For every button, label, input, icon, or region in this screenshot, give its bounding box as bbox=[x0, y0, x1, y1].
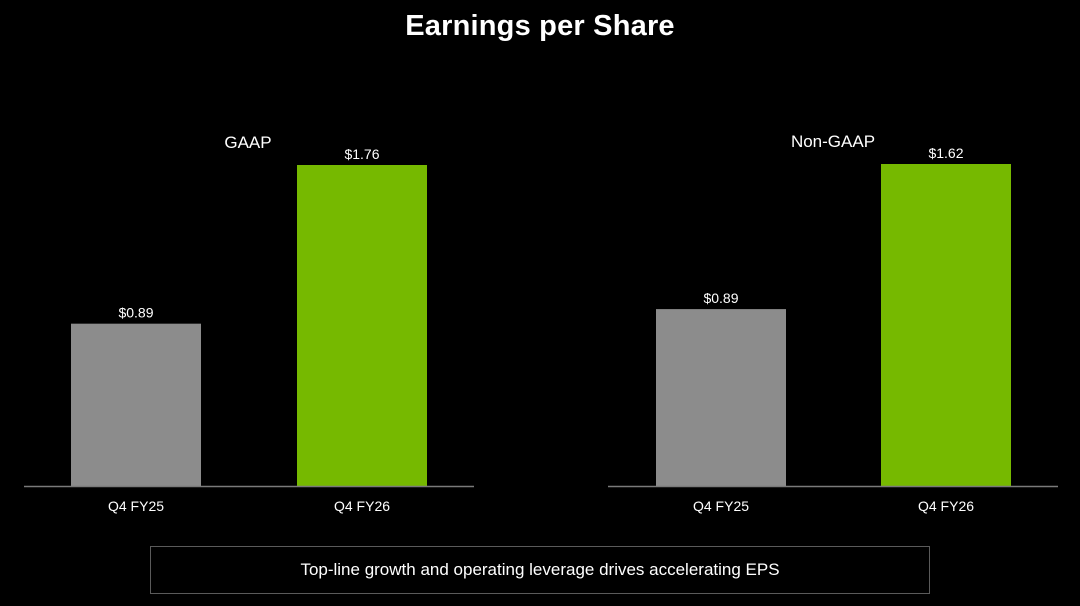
eps-charts: GAAP $0.89 Q4 FY25 $1.76 Q4 FY26 Non-GAAP $0.… bbox=[24, 132, 1058, 514]
bar-q4-fy26 bbox=[297, 165, 427, 486]
data-label: $1.76 bbox=[344, 146, 379, 162]
bar-q4-fy25 bbox=[656, 309, 786, 486]
callout-text: Top-line growth and operating leverage d… bbox=[300, 560, 780, 579]
data-label: $0.89 bbox=[703, 290, 738, 306]
x-tick-label: Q4 FY25 bbox=[693, 498, 749, 514]
chart-panel-gaap: GAAP $0.89 Q4 FY25 $1.76 Q4 FY26 bbox=[24, 133, 474, 514]
chart-title: GAAP bbox=[224, 133, 271, 152]
bar-q4-fy25 bbox=[71, 323, 201, 486]
bar-q4-fy26 bbox=[881, 164, 1011, 486]
data-label: $1.62 bbox=[928, 145, 963, 161]
x-tick-label: Q4 FY26 bbox=[334, 498, 390, 514]
x-tick-label: Q4 FY26 bbox=[918, 498, 974, 514]
chart-title: Non-GAAP bbox=[791, 132, 875, 151]
callout-box: Top-line growth and operating leverage d… bbox=[150, 546, 930, 594]
x-tick-label: Q4 FY25 bbox=[108, 498, 164, 514]
data-label: $0.89 bbox=[118, 305, 153, 321]
chart-panel-non-gaap: Non-GAAP $0.89 Q4 FY25 $1.62 Q4 FY26 bbox=[608, 132, 1058, 514]
page-title: Earnings per Share bbox=[405, 10, 675, 42]
